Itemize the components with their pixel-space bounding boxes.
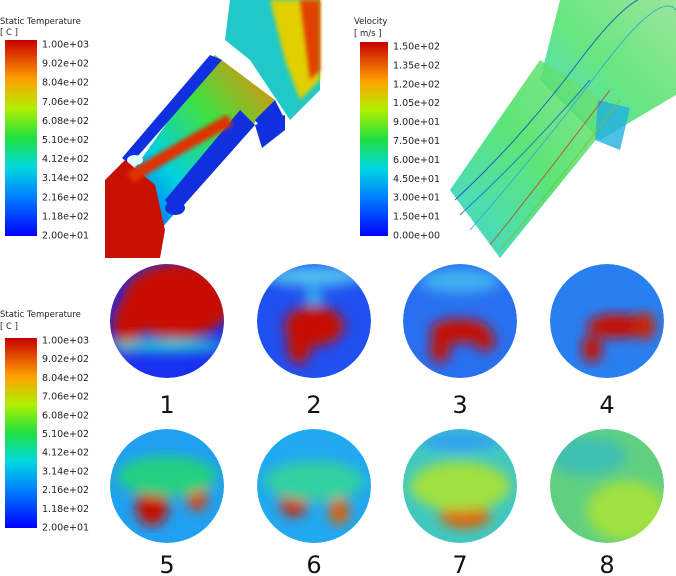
field-blob bbox=[110, 340, 224, 352]
cross-section bbox=[110, 264, 224, 378]
colorbar-unit: [ C ] bbox=[0, 322, 18, 332]
section-field bbox=[264, 461, 364, 525]
colorbar-tick-label: 1.20e+02 bbox=[393, 79, 440, 90]
colorbar-tick-label: 5.10e+02 bbox=[42, 135, 89, 146]
colorbar-tick-label: 3.14e+02 bbox=[42, 466, 89, 477]
colorbar-unit: [ m/s ] bbox=[354, 29, 382, 39]
colorbar-title: Velocity bbox=[354, 17, 387, 27]
colorbar-tick-label: 6.08e+02 bbox=[42, 410, 89, 421]
colorbar-tick-label: 2.16e+02 bbox=[42, 192, 89, 203]
field-blob bbox=[430, 335, 450, 363]
colorbar-tick-label: 1.00e+03 bbox=[42, 336, 89, 347]
colorbar-tick-label: 9.02e+02 bbox=[42, 354, 89, 365]
colorbar-tick-label: 2.00e+01 bbox=[42, 523, 89, 534]
colorbar-tick-label: 7.06e+02 bbox=[42, 97, 89, 108]
panel-label: 6 bbox=[306, 551, 321, 576]
field-blob bbox=[113, 298, 141, 354]
colorbar-title: Static Temperature bbox=[0, 310, 81, 320]
colorbar-tick-label: 6.00e+01 bbox=[393, 155, 440, 166]
colorbar-tick-label: 4.50e+01 bbox=[393, 174, 440, 185]
field-blob bbox=[587, 481, 664, 541]
colorbar-tick-label: 1.50e+01 bbox=[393, 212, 440, 223]
field-blob bbox=[582, 335, 602, 363]
panel-label: 4 bbox=[599, 391, 614, 419]
field-blob bbox=[264, 266, 364, 286]
field-blob bbox=[410, 461, 510, 511]
colorbar-tick-label: 3.14e+02 bbox=[42, 173, 89, 184]
cross-section bbox=[110, 429, 224, 543]
colorbar-tick-label: 1.00e+03 bbox=[42, 40, 89, 51]
cross-section bbox=[257, 429, 371, 543]
field-blob bbox=[329, 497, 349, 525]
panel-label: 2 bbox=[306, 391, 321, 419]
field-blob bbox=[587, 314, 647, 338]
section-field bbox=[420, 269, 500, 363]
field-blob bbox=[122, 264, 224, 339]
colorbar-tick-label: 1.50e+02 bbox=[393, 42, 440, 53]
colorbar-tick-label: 7.50e+01 bbox=[393, 136, 440, 147]
field-blob bbox=[475, 331, 495, 351]
panel-label: 3 bbox=[452, 391, 467, 419]
colorbar bbox=[5, 338, 37, 528]
colorbar-tick-label: 2.00e+01 bbox=[42, 231, 89, 242]
panel-label: 7 bbox=[452, 551, 467, 576]
field-blob bbox=[550, 436, 627, 476]
field-blob bbox=[420, 269, 500, 293]
cross-section bbox=[403, 264, 517, 378]
cross-section bbox=[550, 429, 664, 543]
colorbar-unit: [ C ] bbox=[0, 28, 18, 38]
section-field bbox=[117, 456, 217, 526]
section-field bbox=[110, 264, 224, 354]
colorbar-tick-label: 6.08e+02 bbox=[42, 116, 89, 127]
colorbar-tick-label: 1.05e+02 bbox=[393, 98, 440, 109]
colorbar-tick-label: 3.00e+01 bbox=[393, 193, 440, 204]
colorbar-tick-label: 0.00e+00 bbox=[393, 231, 440, 242]
panel-label: 1 bbox=[159, 391, 174, 419]
colorbar bbox=[360, 42, 388, 236]
panel-label: 8 bbox=[599, 551, 614, 576]
section-field bbox=[264, 266, 364, 364]
temperature-contour bbox=[105, 0, 320, 258]
field-blob bbox=[420, 431, 500, 451]
colorbar-tick-label: 4.12e+02 bbox=[42, 448, 89, 459]
velocity-streamlines bbox=[450, 0, 676, 258]
colorbar-tick-label: 1.35e+02 bbox=[393, 60, 440, 71]
section-field bbox=[582, 312, 655, 363]
field-blob bbox=[136, 486, 168, 526]
colorbar-tick-label: 4.12e+02 bbox=[42, 154, 89, 165]
colorbar bbox=[5, 40, 37, 236]
colorbar-tick-label: 5.10e+02 bbox=[42, 429, 89, 440]
colorbar-tick-label: 8.04e+02 bbox=[42, 78, 89, 89]
field-blob bbox=[264, 461, 364, 501]
colorbar-tick-label: 8.04e+02 bbox=[42, 373, 89, 384]
cross-section bbox=[550, 264, 664, 378]
colorbar-tick-label: 7.06e+02 bbox=[42, 392, 89, 403]
colorbar-tick-label: 9.02e+02 bbox=[42, 59, 89, 70]
colorbar-tick-label: 2.16e+02 bbox=[42, 485, 89, 496]
colorbar-tick-label: 9.00e+01 bbox=[393, 117, 440, 128]
field-blob bbox=[306, 288, 322, 304]
cross-section bbox=[403, 429, 517, 543]
panel-label: 5 bbox=[159, 551, 174, 576]
colorbar-tick-label: 1.18e+02 bbox=[42, 504, 89, 515]
section-field bbox=[550, 436, 664, 541]
cross-section bbox=[257, 264, 371, 378]
field-blob bbox=[287, 328, 311, 364]
colorbar-tick-label: 1.18e+02 bbox=[42, 211, 89, 222]
colorbar-title: Static Temperature bbox=[0, 17, 81, 27]
field-blob bbox=[635, 312, 655, 340]
section-field bbox=[410, 431, 510, 528]
field-blob bbox=[117, 456, 217, 496]
